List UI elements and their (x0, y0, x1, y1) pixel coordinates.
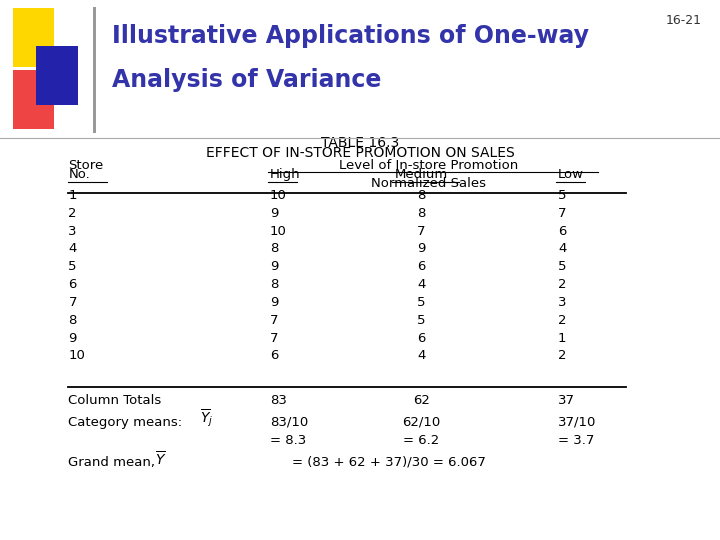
Text: 6: 6 (270, 349, 279, 362)
Text: = 3.7: = 3.7 (558, 434, 595, 447)
Text: 7: 7 (417, 225, 426, 238)
Bar (94, 7, 96, 133)
Text: Medium: Medium (395, 168, 448, 181)
Text: 6: 6 (417, 332, 426, 345)
Text: 6: 6 (68, 278, 77, 291)
Text: $\overline{Y}_{j}$: $\overline{Y}_{j}$ (200, 407, 213, 429)
Text: 4: 4 (417, 278, 426, 291)
Bar (13, 9, 55, 68)
Text: 4: 4 (417, 349, 426, 362)
Text: 3: 3 (558, 296, 567, 309)
Text: Grand mean,: Grand mean, (68, 456, 156, 469)
Text: = 6.2: = 6.2 (403, 434, 439, 447)
Text: 62/10: 62/10 (402, 416, 441, 429)
Text: Column Totals: Column Totals (68, 394, 162, 407)
Text: 8: 8 (417, 207, 426, 220)
Text: 9: 9 (270, 296, 279, 309)
Text: 7: 7 (68, 296, 77, 309)
Text: = (83 + 62 + 37)/30 = 6.067: = (83 + 62 + 37)/30 = 6.067 (292, 456, 485, 469)
Text: 6: 6 (558, 225, 567, 238)
Text: 37: 37 (558, 394, 575, 407)
Text: 9: 9 (270, 207, 279, 220)
Text: 83: 83 (270, 394, 287, 407)
Text: 10: 10 (68, 349, 85, 362)
Text: 4: 4 (558, 242, 567, 255)
Text: 9: 9 (417, 242, 426, 255)
Text: 7: 7 (558, 207, 567, 220)
Text: Category means:: Category means: (68, 416, 183, 429)
Text: 1: 1 (558, 332, 567, 345)
Bar (36, 46, 78, 105)
Text: 83/10: 83/10 (270, 416, 308, 429)
Text: 8: 8 (417, 189, 426, 202)
Text: Illustrative Applications of One-way: Illustrative Applications of One-way (112, 24, 589, 48)
Text: Store: Store (68, 159, 104, 172)
Text: 2: 2 (558, 278, 567, 291)
Text: 3: 3 (68, 225, 77, 238)
Text: 8: 8 (68, 314, 77, 327)
Text: 10: 10 (270, 225, 287, 238)
Text: 7: 7 (270, 314, 279, 327)
Text: Level of In-store Promotion: Level of In-store Promotion (339, 159, 518, 172)
Text: Normalized Sales: Normalized Sales (371, 177, 486, 190)
Text: 4: 4 (68, 242, 77, 255)
Text: Analysis of Variance: Analysis of Variance (112, 68, 381, 91)
Text: High: High (270, 168, 301, 181)
Text: 6: 6 (417, 260, 426, 273)
Text: $\overline{Y}$: $\overline{Y}$ (155, 450, 166, 469)
Text: No.: No. (68, 168, 90, 181)
Text: 2: 2 (68, 207, 77, 220)
Text: 5: 5 (417, 314, 426, 327)
Text: 37/10: 37/10 (558, 416, 596, 429)
Text: 9: 9 (270, 260, 279, 273)
Text: 62: 62 (413, 394, 430, 407)
Text: 5: 5 (68, 260, 77, 273)
Text: 1: 1 (68, 189, 77, 202)
Text: 9: 9 (68, 332, 77, 345)
Bar (13, 70, 55, 129)
Text: 5: 5 (417, 296, 426, 309)
Text: 2: 2 (558, 349, 567, 362)
Text: = 8.3: = 8.3 (270, 434, 306, 447)
Text: 7: 7 (270, 332, 279, 345)
Text: 16-21: 16-21 (666, 14, 702, 26)
Text: 8: 8 (270, 278, 279, 291)
Text: 2: 2 (558, 314, 567, 327)
Text: 8: 8 (270, 242, 279, 255)
Text: EFFECT OF IN-STORE PROMOTION ON SALES: EFFECT OF IN-STORE PROMOTION ON SALES (206, 146, 514, 160)
Text: 5: 5 (558, 260, 567, 273)
Text: Low: Low (558, 168, 584, 181)
Text: 10: 10 (270, 189, 287, 202)
Text: 5: 5 (558, 189, 567, 202)
Text: TABLE 16.3: TABLE 16.3 (321, 136, 399, 150)
